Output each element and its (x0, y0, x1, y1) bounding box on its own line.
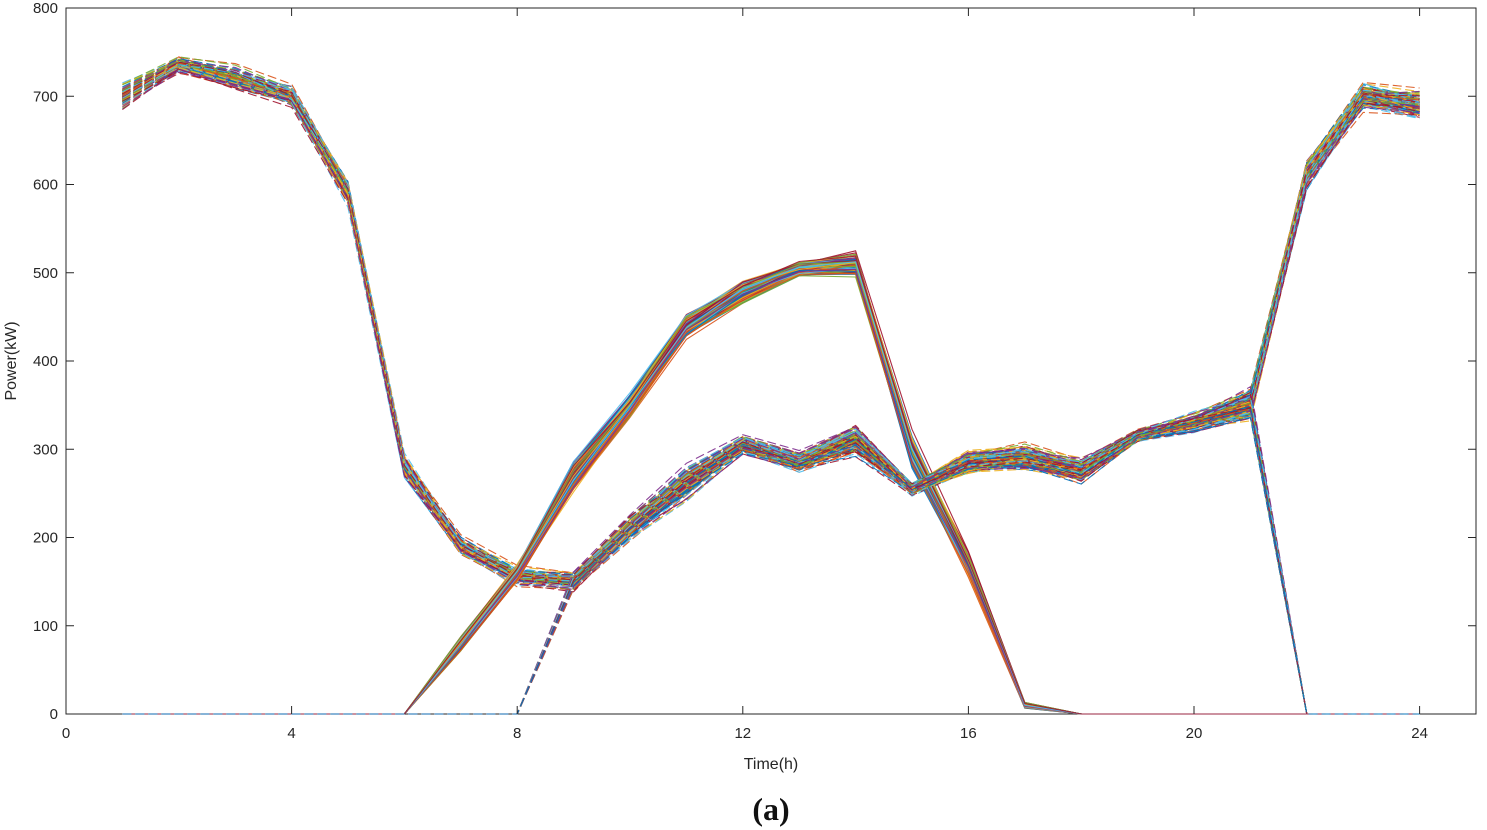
x-tick-label: 12 (734, 725, 751, 742)
x-tick-label: 24 (1411, 725, 1428, 742)
y-axis-label: Power(kW) (3, 321, 20, 400)
x-tick-label: 0 (62, 725, 70, 742)
x-axis-label: Time(h) (744, 756, 799, 773)
x-tick-label: 8 (513, 725, 521, 742)
y-tick-label: 800 (33, 0, 58, 17)
x-tick-label: 16 (960, 725, 977, 742)
y-tick-label: 300 (33, 441, 58, 458)
x-axis: 0 4 8 12 16 20 24 (62, 8, 1428, 742)
load-profile-line-97 (122, 70, 1420, 589)
y-axis: 0 100 200 300 400 500 600 700 800 (33, 0, 1476, 723)
y-tick-label: 700 (33, 88, 58, 105)
y-tick-label: 600 (33, 177, 58, 194)
y-tick-label: 200 (33, 530, 58, 547)
y-tick-label: 100 (33, 618, 58, 635)
x-tick-label: 4 (287, 725, 295, 742)
x-tick-label: 20 (1186, 725, 1203, 742)
plot-area (65, 7, 1477, 715)
mid-profile-line-120 (122, 405, 1420, 715)
load-profile-line-135 (122, 62, 1420, 579)
y-tick-label: 500 (33, 265, 58, 282)
y-tick-label: 0 (50, 706, 58, 723)
series-layer (122, 56, 1420, 715)
plot-frame (65, 7, 1477, 715)
y-tick-label: 400 (33, 353, 58, 370)
figure-caption: (a) (752, 791, 789, 827)
